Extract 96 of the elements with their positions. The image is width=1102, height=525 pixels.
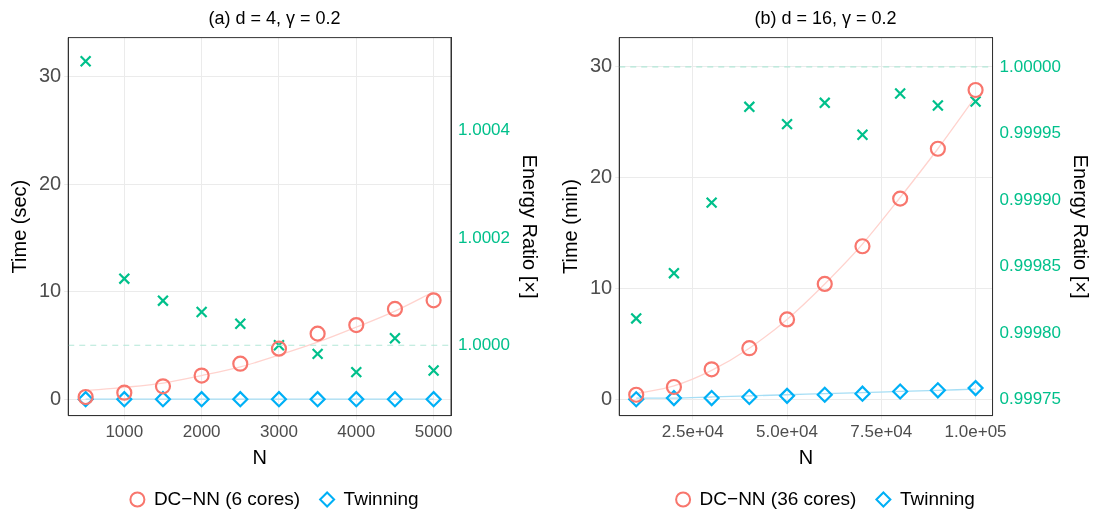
point xyxy=(854,238,871,255)
point xyxy=(311,347,324,360)
point xyxy=(309,391,326,408)
point xyxy=(350,366,363,379)
y-axis-title: Time (min) xyxy=(558,179,581,275)
x-tick-label: 3000 xyxy=(260,422,298,442)
x-tick-label: 2.5e+04 xyxy=(661,422,724,442)
point xyxy=(931,99,944,112)
y2-axis-title: Energy Ratio [×] xyxy=(519,154,542,299)
x-tick-label: 1000 xyxy=(105,422,144,442)
point xyxy=(705,196,718,209)
point xyxy=(118,272,131,285)
legend-label: Twinning xyxy=(899,487,975,509)
point xyxy=(929,382,946,399)
chart-title: (a) d = 4, γ = 0.2 xyxy=(208,7,341,28)
point xyxy=(969,95,982,108)
y2-tick-label: 0.99985 xyxy=(999,256,1061,276)
point xyxy=(665,378,683,396)
point xyxy=(193,367,210,384)
y-tick-label: 0 xyxy=(50,386,62,409)
y-tick-label: 20 xyxy=(590,165,613,188)
legend-label: DC−NN (6 cores) xyxy=(153,487,301,509)
point xyxy=(778,387,796,404)
point xyxy=(425,292,442,309)
y2-tick-label: 0.99975 xyxy=(999,389,1061,409)
point xyxy=(628,391,645,408)
point xyxy=(116,384,133,401)
y-axis-title: Time (sec) xyxy=(7,179,30,274)
point xyxy=(741,388,758,406)
point xyxy=(816,386,833,403)
point xyxy=(348,316,365,334)
y-tick-label: 30 xyxy=(590,54,613,77)
point xyxy=(780,118,794,131)
chart-title: (b) d = 16, γ = 0.2 xyxy=(754,7,897,28)
y-tick-label: 20 xyxy=(39,171,62,194)
y2-tick-label: 1.0000 xyxy=(458,334,510,354)
y2-tick-label: 0.99990 xyxy=(999,189,1061,209)
y2-tick-label: 1.0004 xyxy=(458,120,510,140)
point xyxy=(816,275,833,293)
point xyxy=(703,389,720,407)
point xyxy=(270,340,288,357)
y2-tick-label: 0.99995 xyxy=(999,123,1061,143)
point xyxy=(309,325,326,342)
legend-label: Twinning xyxy=(343,487,419,509)
point xyxy=(818,96,831,109)
point xyxy=(156,294,170,307)
point xyxy=(388,332,401,345)
point xyxy=(348,391,365,408)
y2-tick-label: 0.99980 xyxy=(999,322,1061,342)
x-axis-title: N xyxy=(798,445,814,468)
point xyxy=(743,100,756,113)
point xyxy=(967,380,984,397)
y-tick-label: 10 xyxy=(39,279,62,302)
point xyxy=(892,190,909,207)
point xyxy=(778,311,796,328)
point xyxy=(154,391,172,408)
x-axis-title: N xyxy=(252,445,267,468)
point xyxy=(232,355,249,372)
point xyxy=(929,140,946,157)
point xyxy=(894,87,907,100)
y2-axis-title: Energy Ratio [×] xyxy=(1070,154,1093,299)
point xyxy=(232,391,249,408)
point xyxy=(628,386,645,403)
point xyxy=(79,55,92,68)
point xyxy=(667,267,680,280)
legend-label: DC−NN (36 cores) xyxy=(699,487,857,509)
y-tick-label: 10 xyxy=(590,275,613,298)
x-tick-label: 5.0e+04 xyxy=(756,422,819,442)
x-tick-label: 5000 xyxy=(414,422,453,442)
point xyxy=(234,317,247,330)
point xyxy=(270,391,288,408)
y-tick-label: 0 xyxy=(601,386,613,409)
point xyxy=(967,81,984,99)
point xyxy=(386,300,404,318)
point xyxy=(425,391,442,408)
point xyxy=(630,312,643,325)
y-tick-label: 30 xyxy=(39,64,62,87)
point xyxy=(193,391,210,408)
y2-tick-label: 1.00000 xyxy=(999,56,1061,76)
x-tick-label: 1.0e+05 xyxy=(944,422,1007,442)
x-tick-label: 4000 xyxy=(337,422,376,442)
point xyxy=(116,391,133,408)
point xyxy=(703,361,720,378)
x-tick-label: 7.5e+04 xyxy=(850,422,913,442)
point xyxy=(272,339,286,352)
point xyxy=(856,128,869,141)
point xyxy=(154,378,172,395)
point xyxy=(854,385,871,402)
point xyxy=(892,383,909,400)
x-tick-label: 2000 xyxy=(182,422,221,442)
point xyxy=(741,340,758,357)
y2-tick-label: 1.0002 xyxy=(458,227,510,247)
point xyxy=(195,305,208,319)
point xyxy=(427,364,440,377)
point xyxy=(665,389,683,407)
point xyxy=(386,391,404,408)
